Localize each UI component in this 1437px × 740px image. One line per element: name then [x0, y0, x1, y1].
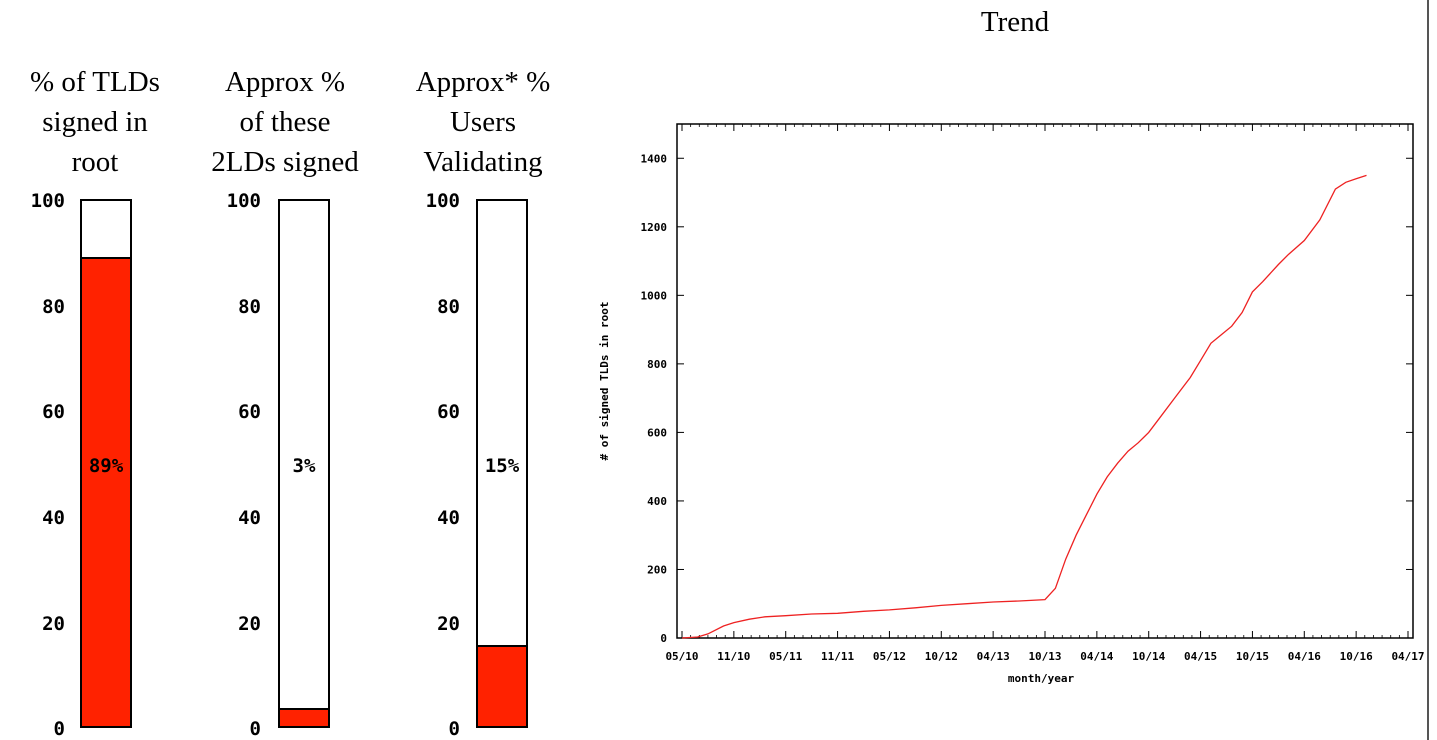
tick-label: 20 [42, 613, 65, 635]
tick-marks [677, 124, 1413, 639]
gauge-value-label: 89% [88, 455, 124, 477]
x-tick-label: 04/17 [1391, 650, 1424, 663]
x-tick-labels: 05/10 11/10 05/11 11/11 05/12 10/12 04/13 10/13… [665, 650, 1424, 663]
x-tick-label: 05/12 [873, 650, 906, 663]
x-tick-label: 05/11 [769, 650, 802, 663]
gauge-fill [478, 645, 526, 726]
y-tick-label: 800 [647, 358, 667, 371]
x-tick-label: 10/13 [1028, 650, 1061, 663]
y-tick-label: 0 [660, 632, 667, 645]
tick-label: 60 [437, 401, 460, 423]
y-tick-label: 1400 [641, 152, 668, 165]
gauge-title: Approx* % Users Validating [415, 66, 551, 178]
tick-label: 20 [437, 613, 460, 635]
gauge-title: Approx % of these 2LDs signed [211, 66, 359, 178]
y-axis-label: # of signed TLDs in root [598, 302, 611, 461]
tick-label: 0 [53, 718, 65, 740]
y-tick-labels: 0 200 400 600 800 1000 1200 1400 [641, 152, 668, 645]
y-tick-label: 400 [647, 495, 667, 508]
tick-label: 80 [437, 296, 460, 318]
tick-label: 100 [425, 190, 460, 212]
y-tick-label: 200 [647, 563, 667, 576]
tick-label: 40 [42, 507, 65, 529]
tick-label: 60 [238, 401, 261, 423]
tick-label: 20 [238, 613, 261, 635]
x-tick-label: 11/11 [821, 650, 854, 663]
series-line [681, 174, 1367, 639]
tick-label: 40 [437, 507, 460, 529]
y-tick-label: 600 [647, 426, 667, 439]
gauge-fill [82, 256, 130, 726]
x-tick-label: 04/16 [1288, 650, 1321, 663]
gauge-title: % of TLDs signed in root [30, 66, 160, 178]
x-axis-label: month/year [1008, 672, 1075, 685]
gauge-value-label: 15% [484, 455, 520, 477]
tick-label: 0 [249, 718, 261, 740]
gauge-bar: 3% [278, 199, 330, 728]
x-tick-label: 05/10 [665, 650, 698, 663]
tick-label: 40 [238, 507, 261, 529]
gauge-fill [280, 708, 328, 726]
y-tick-label: 1000 [641, 289, 668, 302]
tick-label: 100 [226, 190, 261, 212]
plot-frame [676, 123, 1414, 639]
gauge-value-label: 3% [292, 455, 316, 477]
tick-label: 0 [448, 718, 460, 740]
tick-label: 100 [30, 190, 65, 212]
tick-label: 80 [238, 296, 261, 318]
x-tick-label: 04/13 [977, 650, 1010, 663]
x-tick-label: 10/14 [1132, 650, 1165, 663]
x-tick-label: 04/14 [1080, 650, 1113, 663]
trend-title: Trend [980, 6, 1050, 38]
tick-label: 80 [42, 296, 65, 318]
tick-label: 60 [42, 401, 65, 423]
x-tick-label: 10/15 [1236, 650, 1269, 663]
x-tick-label: 10/16 [1340, 650, 1373, 663]
window-edge [1427, 0, 1437, 740]
x-tick-label: 04/15 [1184, 650, 1217, 663]
gauge-bar: 15% [476, 199, 528, 728]
y-tick-label: 1200 [641, 221, 668, 234]
gauge-bar: 89% [80, 199, 132, 728]
x-tick-label: 10/12 [925, 650, 958, 663]
x-tick-label: 11/10 [717, 650, 750, 663]
